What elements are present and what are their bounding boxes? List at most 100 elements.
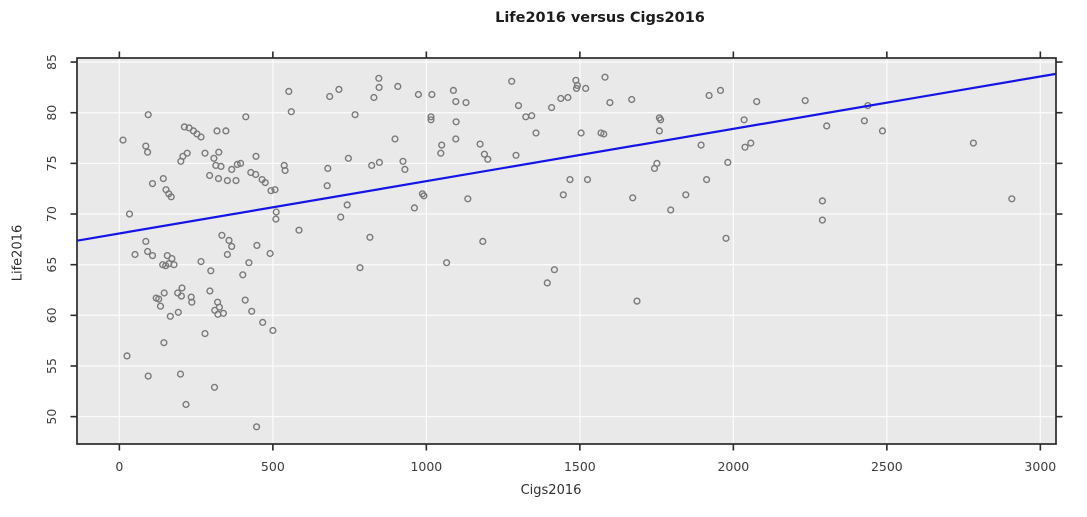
data-point (428, 90, 436, 99)
data-point (722, 234, 730, 242)
data-point (514, 101, 523, 110)
data-point (724, 158, 732, 167)
regression-line (77, 72, 1056, 242)
data-point (144, 111, 152, 119)
data-point (452, 118, 460, 126)
data-point (438, 141, 446, 149)
y-tick-label: 50 (44, 409, 59, 425)
data-point (125, 210, 134, 218)
data-point (628, 95, 636, 104)
y-tick-label: 80 (44, 105, 59, 121)
data-point (528, 112, 536, 120)
data-point (228, 242, 236, 251)
data-point (543, 279, 551, 287)
data-point (295, 226, 303, 234)
data-point (512, 151, 520, 159)
data-point (452, 135, 460, 143)
y-tick-label: 60 (44, 307, 59, 323)
data-point (285, 87, 293, 96)
data-point (245, 259, 253, 267)
data-point (480, 150, 489, 158)
data-point (281, 166, 289, 175)
data-point (655, 127, 664, 135)
data-point (148, 252, 157, 260)
y-tick-label: 55 (44, 358, 59, 374)
data-point (167, 193, 175, 201)
data-point (197, 258, 205, 266)
data-point (267, 187, 275, 195)
data-point (156, 302, 165, 310)
data-point (206, 287, 214, 295)
x-tick-label: 500 (261, 459, 285, 474)
data-point (532, 129, 540, 137)
data-point (344, 154, 353, 162)
data-point (253, 241, 261, 250)
data-point (449, 86, 458, 95)
data-point (180, 123, 189, 131)
data-point (287, 108, 295, 116)
data-point (747, 139, 755, 147)
data-point (391, 135, 399, 143)
data-point (443, 259, 451, 267)
data-point (142, 237, 150, 246)
x-tick-label: 0 (115, 459, 123, 474)
data-point (573, 81, 582, 90)
data-point (427, 116, 435, 124)
data-point (144, 247, 152, 256)
data-point (223, 177, 232, 185)
data-point (201, 149, 209, 157)
data-point (633, 297, 641, 305)
data-point (753, 97, 761, 106)
plot-box (76, 57, 1057, 445)
data-point (210, 154, 218, 162)
data-point (272, 208, 280, 216)
data-point (818, 216, 827, 224)
data-point (564, 93, 572, 102)
data-point (452, 97, 460, 106)
data-point (414, 90, 423, 99)
data-point (201, 330, 209, 338)
data-point (248, 307, 256, 315)
data-point (969, 139, 978, 147)
data-point (144, 148, 152, 156)
data-point (375, 74, 383, 82)
data-point (222, 127, 230, 135)
data-point (155, 295, 163, 303)
data-point (271, 186, 279, 194)
data-point (215, 148, 223, 156)
data-point (394, 82, 402, 91)
data-point (168, 255, 176, 263)
data-point (401, 165, 409, 174)
data-point (667, 206, 675, 214)
data-point (462, 98, 470, 107)
data-point (144, 372, 152, 380)
data-point (577, 129, 585, 137)
x-tick-label: 2000 (717, 459, 749, 474)
data-point (479, 237, 487, 246)
data-point (174, 308, 182, 316)
data-point (399, 157, 407, 165)
data-point (178, 284, 186, 292)
data-point (214, 175, 223, 183)
data-point (213, 127, 221, 135)
data-point (653, 159, 661, 168)
data-point (559, 191, 567, 199)
data-point (225, 236, 233, 245)
y-tick-label: 70 (44, 206, 59, 222)
data-point (337, 213, 345, 221)
data-point (228, 165, 236, 174)
data-point (366, 233, 374, 241)
plot-panel (77, 58, 1056, 444)
data-point (343, 201, 351, 209)
x-tick-label: 3000 (1024, 459, 1056, 474)
data-point (217, 162, 225, 171)
data-point (239, 271, 247, 279)
data-point (159, 175, 167, 183)
data-point (188, 298, 196, 306)
data-point (259, 318, 267, 327)
data-point (860, 117, 869, 125)
data-point (253, 423, 261, 431)
data-point (335, 85, 343, 94)
data-point (740, 116, 748, 124)
